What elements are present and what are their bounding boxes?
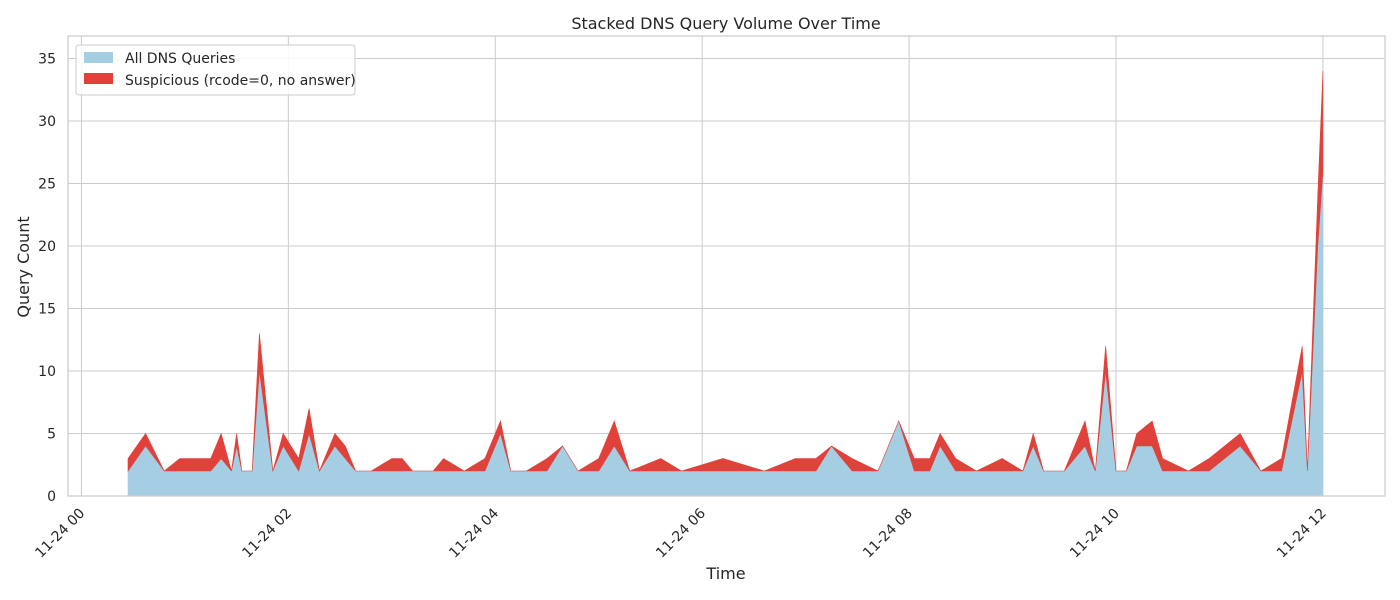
y-tick-label: 5: [47, 427, 56, 443]
legend-swatch-all-queries: [84, 52, 113, 63]
legend: All DNS Queries Suspicious (rcode=0, no …: [75, 44, 356, 96]
y-tick-label: 15: [38, 302, 56, 318]
y-tick-label: 25: [38, 177, 56, 193]
x-axis-title: Time: [705, 564, 745, 583]
y-tick-label: 10: [38, 364, 56, 380]
area-layer: [127, 70, 1324, 497]
legend-label-all-queries: All DNS Queries: [125, 51, 235, 67]
plot-frame: [67, 35, 1386, 497]
legend-swatch-suspicious: [84, 73, 113, 84]
legend-label-suspicious: Suspicious (rcode=0, no answer): [125, 73, 356, 89]
legend-box: [75, 44, 356, 96]
y-axis-title: Query Count: [14, 216, 33, 317]
chart-title: Stacked DNS Query Volume Over Time: [571, 14, 880, 33]
y-tick-label: 30: [38, 114, 56, 130]
y-tick-label: 35: [38, 52, 56, 68]
plot-background: [68, 36, 1385, 496]
y-tick-label: 20: [38, 239, 56, 255]
y-tick-label: 0: [47, 489, 56, 505]
area-suspicious: [127, 70, 1324, 473]
